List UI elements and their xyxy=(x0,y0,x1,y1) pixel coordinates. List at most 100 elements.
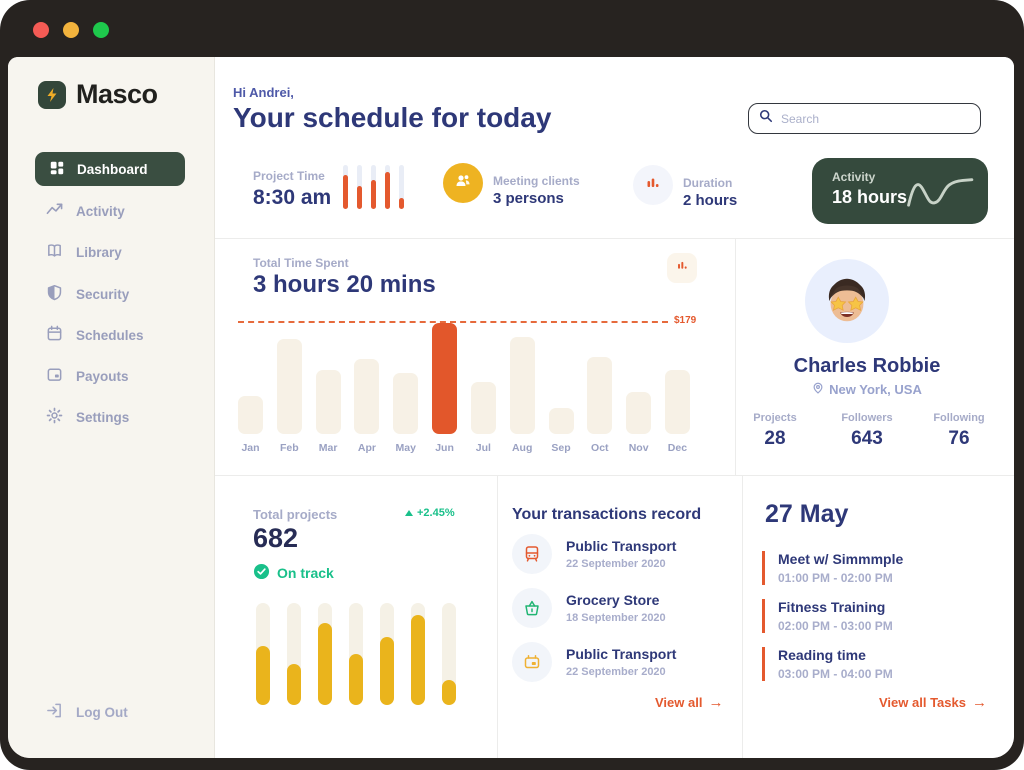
mini-bar-track xyxy=(343,165,348,209)
section-divider xyxy=(215,475,1014,476)
month-tick-label: Oct xyxy=(591,442,609,454)
mini-bar-track xyxy=(357,165,362,209)
duration-label: Duration xyxy=(683,176,733,190)
task-row[interactable]: Meet w/ Simmmple 01:00 PM - 02:00 PM xyxy=(762,551,903,585)
profile-stat-followers: Followers 643 xyxy=(835,412,899,450)
duration-badge xyxy=(633,165,673,205)
chart-type-button[interactable] xyxy=(667,253,697,283)
profile-stats: Projects 28 Followers 643 Following 76 xyxy=(743,412,991,450)
sidebar-item-label: Schedules xyxy=(76,327,144,343)
progress-bar-track xyxy=(318,603,332,705)
month-bar-jun[interactable] xyxy=(432,323,458,434)
month-bar-jan[interactable] xyxy=(238,396,263,434)
month-tick-label: May xyxy=(395,442,416,454)
sidebar-item-label: Payouts xyxy=(76,368,129,384)
sidebar-item-activity[interactable]: Activity xyxy=(46,201,125,221)
section-divider xyxy=(215,238,1014,239)
total-projects-label: Total projects xyxy=(253,507,338,522)
grid-icon xyxy=(49,160,65,179)
month-tick-label: Sep xyxy=(551,442,571,454)
stat-value: 643 xyxy=(851,428,883,449)
transaction-row[interactable]: Public Transport 22 September 2020 xyxy=(512,534,676,574)
sidebar-item-label: Dashboard xyxy=(77,161,148,177)
duration-value: 2 hours xyxy=(683,192,738,209)
activity-card[interactable]: Activity 18 hours xyxy=(812,158,988,224)
transaction-name: Public Transport xyxy=(566,538,677,554)
mini-bar-track xyxy=(399,165,404,209)
zoom-window-button[interactable] xyxy=(93,22,109,38)
task-row[interactable]: Fitness Training 02:00 PM - 03:00 PM xyxy=(762,599,893,633)
view-all-label: View all Tasks xyxy=(879,695,966,710)
transaction-row[interactable]: Public Transport 22 September 2020 xyxy=(512,642,676,682)
main-content: Hi Andrei, Your schedule for today Proje… xyxy=(215,57,1014,758)
progress-bar-track xyxy=(287,603,301,705)
logout-icon xyxy=(46,702,63,722)
mini-bar-fill xyxy=(399,198,404,209)
task-row[interactable]: Reading time 03:00 PM - 04:00 PM xyxy=(762,647,893,681)
transaction-date: 22 September 2020 xyxy=(566,558,666,570)
total-projects-value: 682 xyxy=(253,523,299,553)
month-bar-sep[interactable] xyxy=(548,408,574,434)
threshold-label: $179 xyxy=(674,315,697,326)
status-text: On track xyxy=(277,565,334,581)
progress-bar-fill xyxy=(318,623,332,705)
sidebar-item-payouts[interactable]: Payouts xyxy=(46,366,129,386)
progress-bar-track xyxy=(411,603,425,705)
trend-icon xyxy=(46,201,63,221)
view-all-transactions-link[interactable]: View all → xyxy=(655,694,723,711)
task-name: Meet w/ Simmmple xyxy=(778,551,904,567)
transaction-date: 18 September 2020 xyxy=(566,612,666,624)
stat-label: Projects xyxy=(753,412,797,424)
month-bar-jul[interactable] xyxy=(470,381,496,434)
check-circle-icon xyxy=(253,563,270,583)
month-bar-oct[interactable] xyxy=(587,357,613,434)
window-content: Masco Dashboard Activity Library xyxy=(8,57,1014,758)
meeting-clients-label: Meeting clients xyxy=(493,174,580,188)
month-tick-label: Jul xyxy=(475,442,491,454)
column-divider xyxy=(742,475,743,758)
month-bar-aug[interactable] xyxy=(509,337,535,434)
month-bar-dec[interactable] xyxy=(664,369,690,434)
shield-icon xyxy=(46,284,63,304)
logout-button[interactable]: Log Out xyxy=(46,702,128,722)
search-box[interactable] xyxy=(748,103,981,134)
month-bar-may[interactable] xyxy=(393,372,419,434)
view-all-tasks-link[interactable]: View all Tasks → xyxy=(879,694,987,711)
avatar[interactable] xyxy=(805,259,889,343)
minimize-window-button[interactable] xyxy=(63,22,79,38)
sidebar-item-library[interactable]: Library xyxy=(46,242,122,262)
meeting-clients-stat: Meeting clients 3 persons xyxy=(493,174,580,207)
month-bar-apr[interactable] xyxy=(354,358,380,434)
total-projects-delta: +2.45% xyxy=(405,507,455,519)
sidebar-item-security[interactable]: Security xyxy=(46,284,129,304)
month-bar-nov[interactable] xyxy=(626,391,652,434)
close-window-button[interactable] xyxy=(33,22,49,38)
sidebar-item-settings[interactable]: Settings xyxy=(46,407,129,427)
delta-value: +2.45% xyxy=(417,507,455,519)
month-bar-mar[interactable] xyxy=(315,369,341,434)
mini-bar-track xyxy=(371,165,376,209)
month-bar-feb[interactable] xyxy=(276,338,302,434)
calendar-icon xyxy=(46,325,63,345)
memoji-face xyxy=(828,278,866,322)
transaction-date: 22 September 2020 xyxy=(566,666,666,678)
sidebar-item-schedules[interactable]: Schedules xyxy=(46,325,144,345)
mini-bar-track xyxy=(385,165,390,209)
book-icon xyxy=(46,242,63,262)
greeting-text: Hi Andrei, xyxy=(233,85,294,100)
column-divider xyxy=(497,475,498,758)
project-time-value: 8:30 am xyxy=(253,186,332,209)
transaction-row[interactable]: Grocery Store 18 September 2020 xyxy=(512,588,666,628)
task-time: 03:00 PM - 04:00 PM xyxy=(778,667,893,681)
progress-bar-track xyxy=(349,603,363,705)
month-tick-label: Aug xyxy=(511,442,533,454)
sidebar-item-label: Activity xyxy=(76,203,125,219)
activity-sparkline xyxy=(907,178,974,207)
sidebar-item-dashboard[interactable]: Dashboard xyxy=(35,152,185,186)
duration-stat: Duration 2 hours xyxy=(683,176,737,209)
project-time-mini-chart xyxy=(343,165,404,209)
mini-bar-fill xyxy=(343,174,348,209)
column-divider xyxy=(735,238,736,475)
search-input[interactable] xyxy=(781,111,970,126)
